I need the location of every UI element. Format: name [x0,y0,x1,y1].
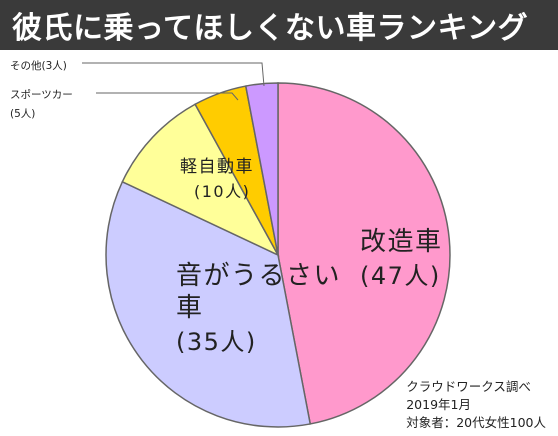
slice-label: 音がうるさい [176,261,341,291]
slice-label: 改造車 [360,227,443,257]
slice-count-label: (47人) [360,262,441,290]
leader-line [96,92,239,101]
slice-count-label: (10人) [194,182,250,201]
pie-slice [244,82,279,256]
slice-count-label: (35人) [176,328,257,356]
pie-slice [277,82,451,425]
source-line-1: クラウドワークス調べ [406,379,531,394]
source-note: クラウドワークス調べ 2019年1月 対象者：20代女性100人 [406,378,546,432]
slice-label: 車 [176,293,204,323]
slice-label: 軽自動車 [180,157,254,177]
title-bar: 彼氏に乗ってほしくない車ランキング [0,0,558,50]
page-title: 彼氏に乗ってほしくない車ランキング [12,11,529,46]
slice-count-label: (5人) [10,108,35,120]
source-line-3: 対象者：20代女性100人 [406,415,546,430]
leader-line [82,62,265,87]
slice-label: その他(3人) [10,59,67,72]
pie-slice [121,103,280,257]
source-line-2: 2019年1月 [406,397,471,412]
slice-label: スポーツカー [10,89,73,101]
pie-slice [105,180,312,428]
